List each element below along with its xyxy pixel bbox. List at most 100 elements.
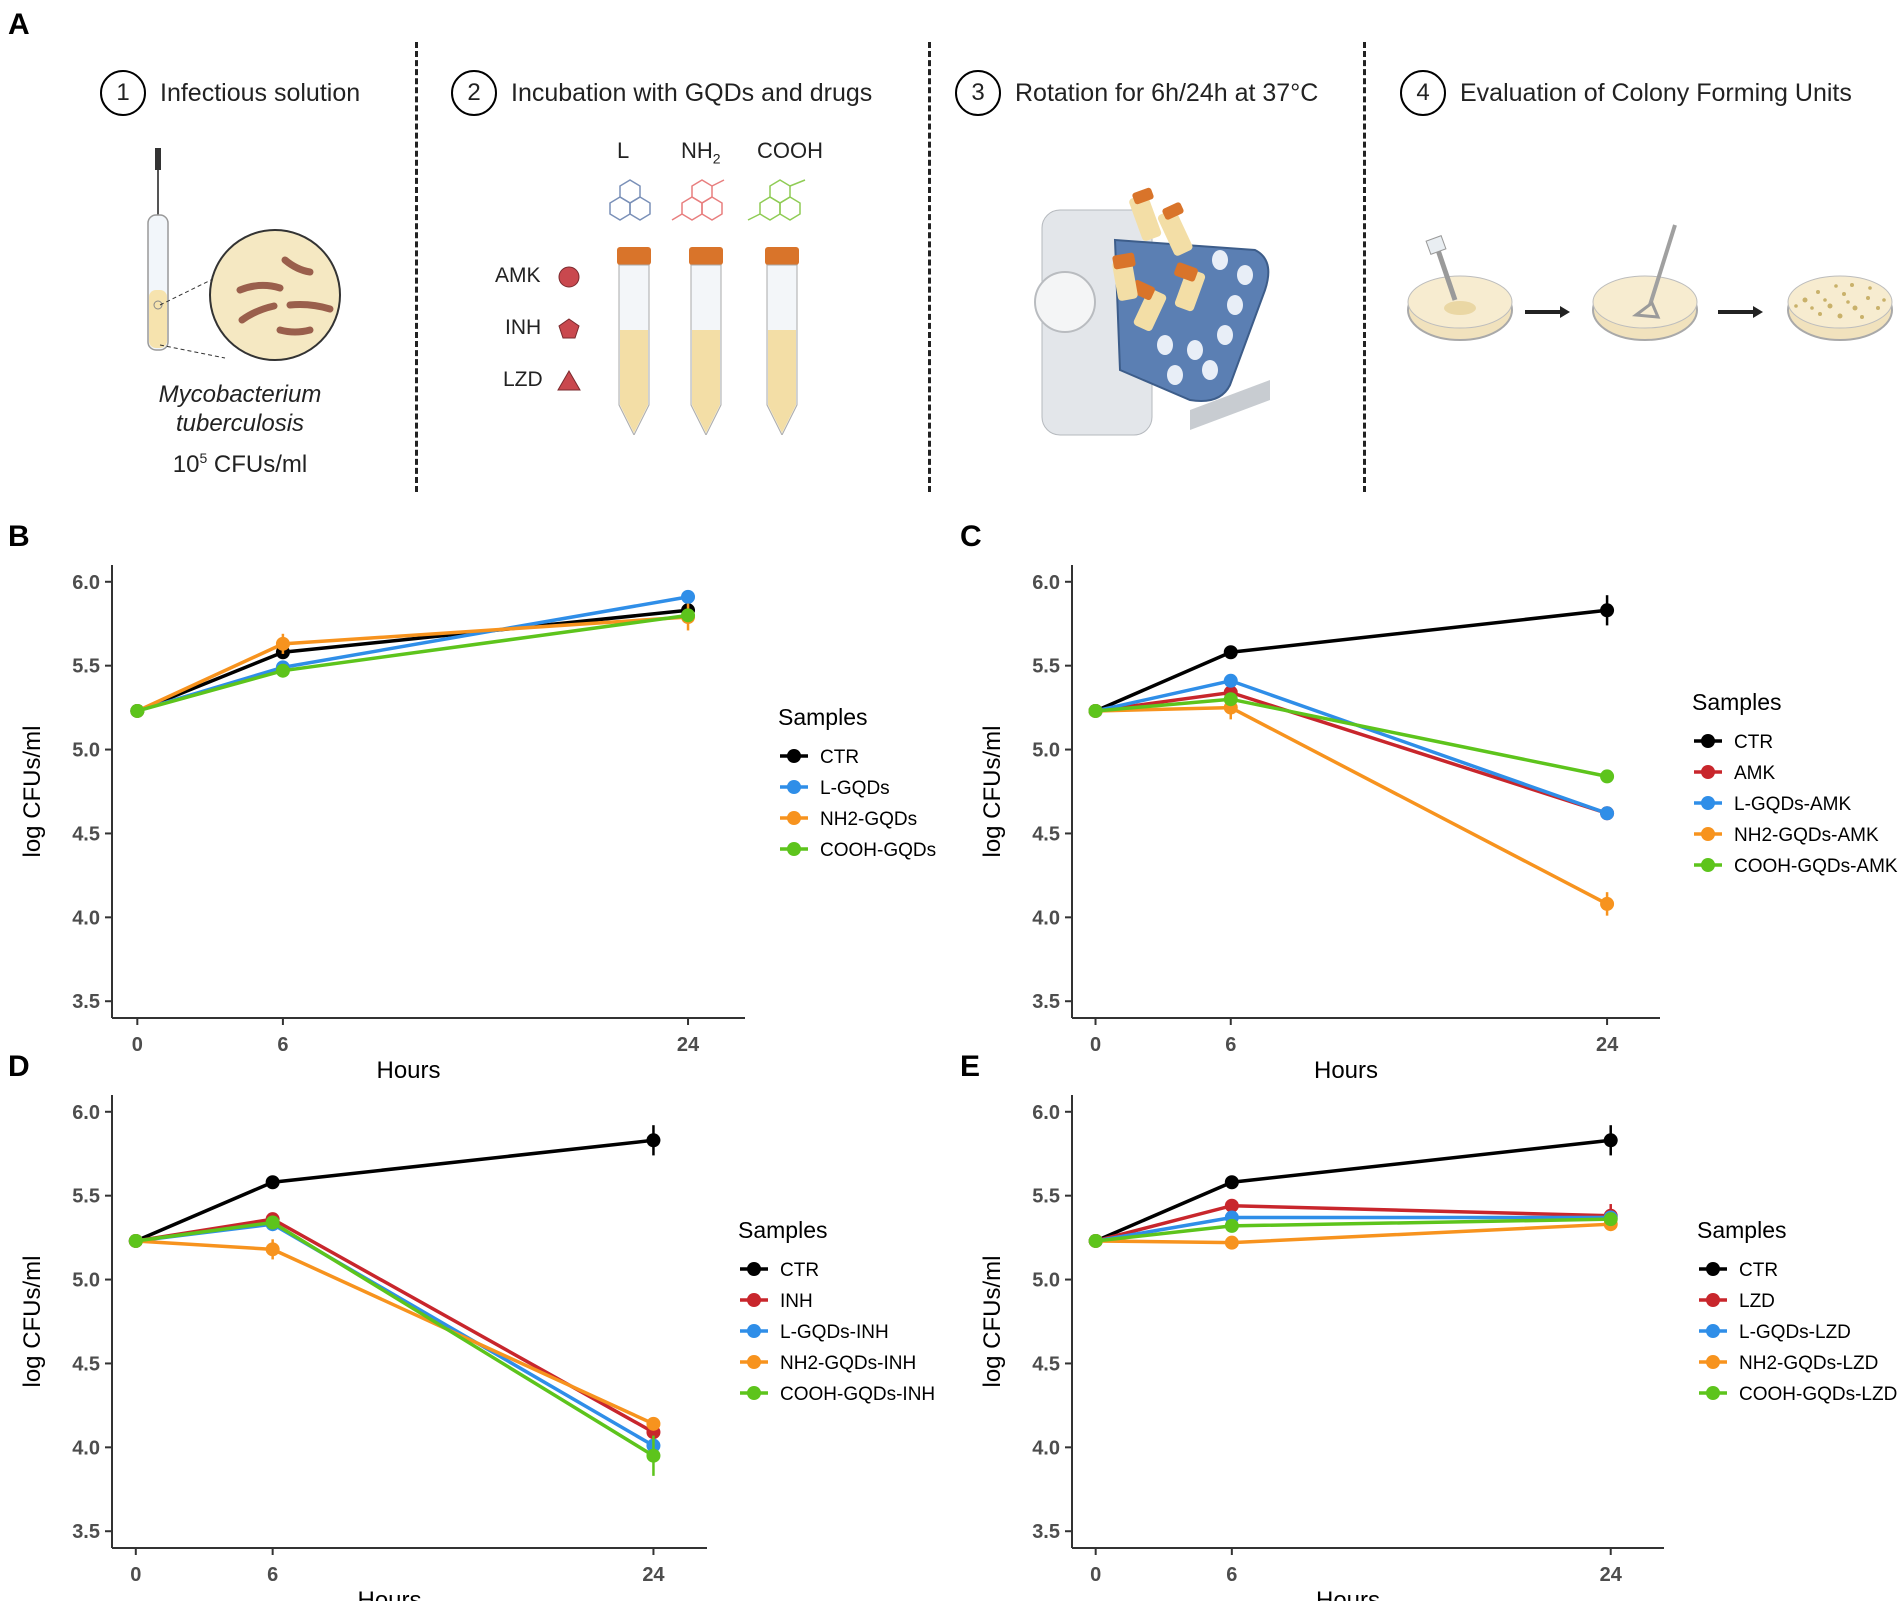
data-point [1600,806,1615,821]
y-axis-title: log CFUs/ml [19,1255,46,1387]
data-point [1224,1175,1239,1190]
legend-key-point [1706,1386,1720,1400]
data-point [1224,1235,1239,1250]
legend-key-point [1701,827,1715,841]
lzd-triangle-icon [557,370,581,391]
drug-label-lzd: LZD [503,368,543,391]
y-tick-label: 3.5 [1032,991,1060,1013]
legend-key-point [1706,1355,1720,1369]
x-tick-label: 0 [132,1034,143,1056]
gqd-label-subscript: 2 [712,150,721,167]
rotator-disk-icon [1113,238,1270,402]
cooh-gqd-structure-icon [747,179,806,221]
legend-key-point [1701,796,1715,810]
legend-title: Samples [1692,689,1781,715]
y-tick-label: 6.0 [1032,572,1060,594]
drug-label-inh: INH [505,316,542,339]
y-axis-title: log CFUs/ml [979,725,1006,857]
x-tick-label: 0 [1090,1564,1101,1586]
legend-entry: COOH-GQDs-AMK [1734,856,1898,877]
legend-title: Samples [778,704,867,730]
y-tick-label: 5.0 [72,740,100,762]
panel-label-e: E [960,1050,981,1083]
x-tick-label: 24 [642,1564,665,1586]
step-text-1: Infectious solution [160,78,361,107]
x-tick-label: 0 [130,1564,141,1586]
series-line [135,1222,655,1448]
l-gqd-structure-icon [609,179,651,221]
gqd-label-cooh: COOH [757,138,823,163]
legend-entry: L-GQDs-LZD [1739,1322,1851,1343]
data-point [1088,703,1103,718]
y-tick-label: 3.5 [72,1521,100,1543]
y-tick-label: 5.5 [72,656,100,678]
data-point [1223,645,1238,660]
y-tick-label: 5.0 [1032,1270,1060,1292]
rotator-knob-icon [1034,271,1096,333]
x-axis-title: Hours [357,1587,421,1601]
legend-key-point [787,811,801,825]
legend-entry: NH2-GQDs-LZD [1739,1353,1878,1374]
x-tick-label: 24 [1600,1564,1623,1586]
step-number-1: 1 [100,70,146,116]
legend-entry: AMK [1734,763,1776,784]
y-tick-label: 4.5 [72,823,100,845]
data-point [681,589,696,604]
inoculum-concentration: 105 CFUs/ml [160,450,320,479]
legend-entry: CTR [780,1260,819,1281]
organism-line-1: Mycobacterium [158,381,322,408]
y-tick-label: 4.5 [1032,823,1060,845]
y-tick-label: 5.5 [72,1186,100,1208]
rotator-tubes-icon [1112,187,1206,332]
gqd-label-nh2: NH2 [681,138,721,166]
legend-key-point [747,1262,761,1276]
y-tick-label: 4.0 [72,907,100,929]
data-point [1223,692,1238,707]
y-axis-title: log CFUs/ml [979,1255,1006,1387]
data-point [1224,1218,1239,1233]
data-point [1224,1198,1239,1213]
data-point [646,1448,661,1463]
legend-entry: L-GQDs [820,778,890,799]
y-tick-label: 4.0 [1032,1437,1060,1459]
legend-key-point [747,1324,761,1338]
petri-dish-colonies-icon [1787,275,1893,341]
data-point [646,1133,661,1148]
step-divider [1363,42,1366,492]
step-number-4: 4 [1400,70,1446,116]
step-3: 3 Rotation for 6h/24h at 37°C [955,70,1318,116]
data-point [130,703,145,718]
centrifuge-tube-icon [689,247,723,435]
step-text-2: Incubation with GQDs and drugs [511,78,873,107]
arrow-icon [1525,306,1570,318]
legend-key-point [1706,1324,1720,1338]
step-1: 1 Infectious solution [100,70,360,116]
organism-line-2: tuberculosis [175,410,305,437]
y-tick-label: 6.0 [1032,1102,1060,1124]
y-tick-label: 6.0 [72,1102,100,1124]
y-tick-label: 5.0 [72,1270,100,1292]
legend-entry: COOH-GQDs [820,840,936,861]
panel-label-a: A [8,8,30,41]
centrifuge-tube-icon [765,247,799,435]
gqd-label-l: L [617,138,630,163]
step-text-4: Evaluation of Colony Forming Units [1460,78,1852,107]
step-4: 4 Evaluation of Colony Forming Units [1400,70,1852,116]
data-point [1600,896,1615,911]
step-divider [928,42,931,492]
y-tick-label: 5.5 [1032,1186,1060,1208]
data-point [265,1215,280,1230]
panel-label-d: D [8,1050,30,1083]
inh-pentagon-icon [558,318,580,339]
y-tick-label: 4.5 [1032,1353,1060,1375]
x-axis-title: Hours [1314,1057,1378,1084]
y-tick-label: 5.5 [1032,656,1060,678]
legend-title: Samples [1697,1217,1786,1243]
step-divider [415,42,418,492]
series-line [136,613,689,713]
legend-entry: L-GQDs-INH [780,1322,889,1343]
legend-entry: COOH-GQDs-LZD [1739,1384,1897,1405]
series-line [135,1220,655,1458]
y-tick-label: 4.5 [72,1353,100,1375]
x-tick-label: 6 [1225,1034,1236,1056]
